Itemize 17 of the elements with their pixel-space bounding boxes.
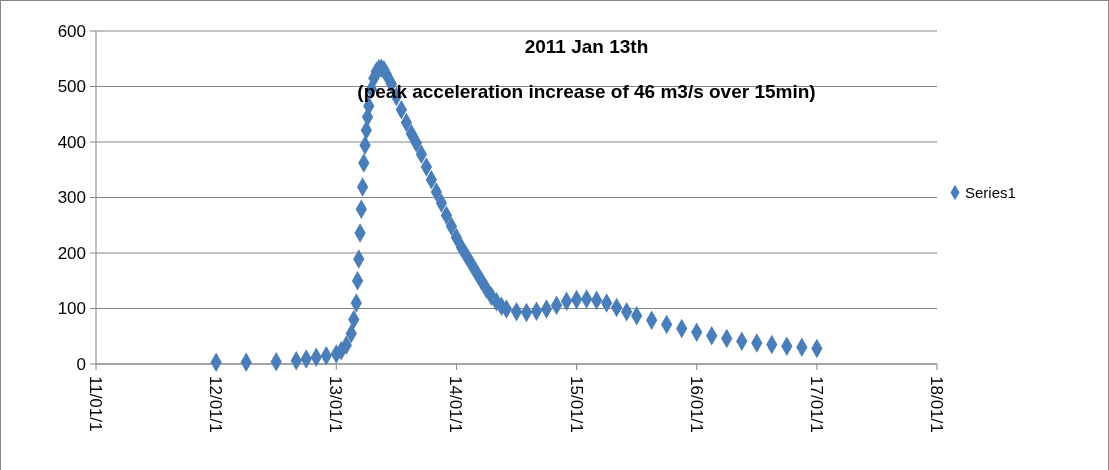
x-tick-label: 17/01/1	[806, 376, 826, 433]
x-tick-label: 16/01/1	[686, 376, 706, 433]
y-tick-label: 600	[57, 21, 86, 41]
y-tick-label: 100	[57, 299, 86, 319]
chart-title: 2011 Jan 13th	[524, 36, 649, 57]
x-tick-label: 12/01/1	[206, 376, 226, 433]
y-tick-label: 500	[57, 77, 86, 97]
legend-label: Series1	[965, 183, 1016, 201]
x-tick-label: 15/01/1	[566, 376, 586, 433]
x-tick-label: 18/01/1	[927, 376, 947, 433]
x-tick-label: 13/01/1	[326, 376, 346, 433]
x-tick-label: 11/01/1	[86, 376, 106, 432]
y-tick-label: 300	[57, 188, 86, 208]
x-tick-label: 14/01/1	[446, 376, 466, 433]
y-tick-label: 400	[57, 132, 86, 152]
y-tick-label: 0	[76, 354, 86, 374]
y-tick-label: 200	[57, 243, 86, 263]
